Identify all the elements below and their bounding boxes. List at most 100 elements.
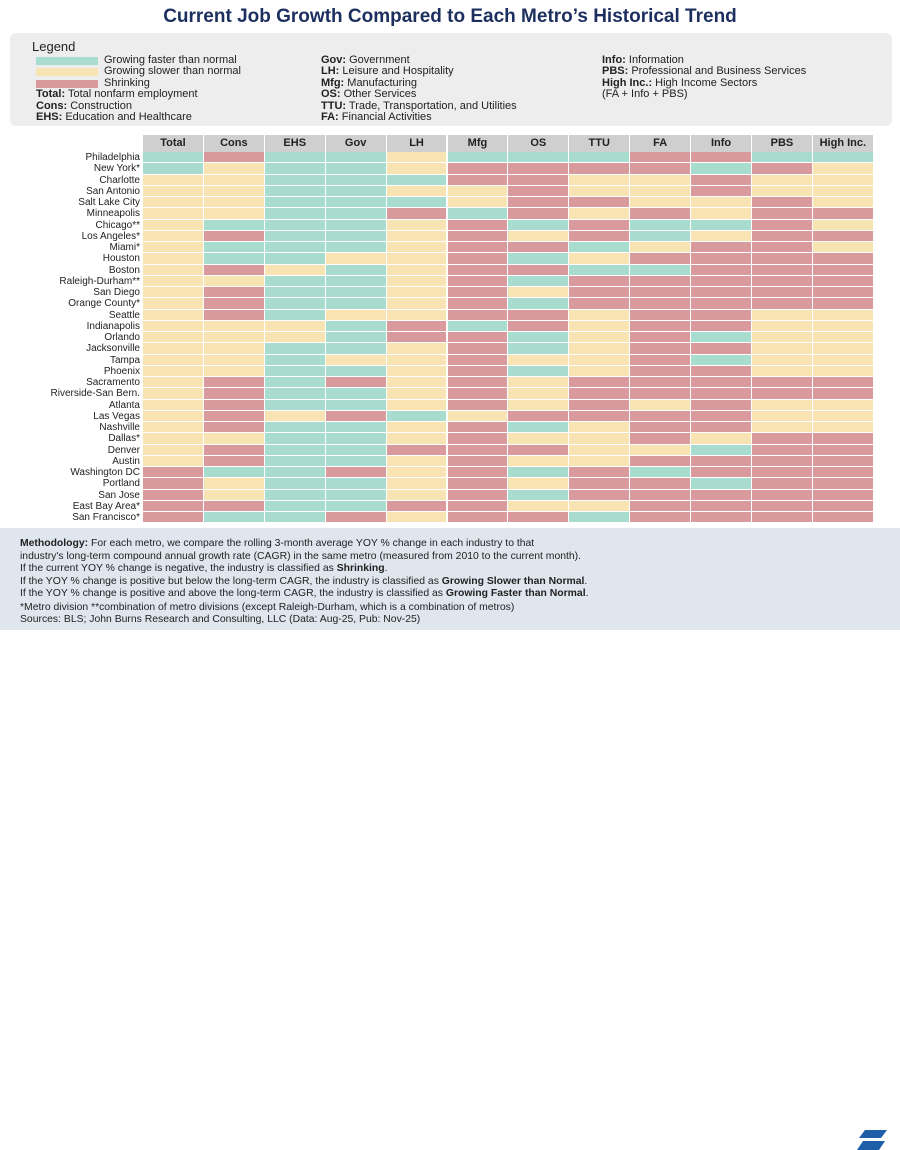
heatmap-cell xyxy=(203,512,265,524)
heatmap-cell xyxy=(752,500,813,512)
heatmap-cell xyxy=(812,512,874,524)
abbreviation-term: PBS: xyxy=(602,65,629,78)
column-header: OS xyxy=(508,135,570,152)
heatmap-cell xyxy=(630,365,692,377)
heatmap-cell xyxy=(812,152,874,164)
heatmap-cell xyxy=(143,163,204,175)
row-label: New York* xyxy=(93,163,140,175)
heatmap-cell xyxy=(630,275,692,287)
heatmap-cell xyxy=(630,332,692,344)
heatmap-cell xyxy=(508,298,570,310)
heatmap-cell xyxy=(143,309,204,321)
heatmap-cell xyxy=(691,253,752,265)
heatmap-cell xyxy=(630,298,692,310)
heatmap-cell xyxy=(569,377,631,389)
chart-title: Current Job Growth Compared to Each Metr… xyxy=(163,6,737,27)
heatmap-cell xyxy=(203,298,265,310)
company-logo-icon xyxy=(857,1130,887,1150)
heatmap-cell xyxy=(264,275,326,287)
legend-label: Growing faster than normal xyxy=(104,54,237,66)
heatmap-cell xyxy=(508,287,570,299)
column-header: Mfg xyxy=(447,135,509,152)
heatmap-cell xyxy=(203,253,265,265)
heatmap-cell xyxy=(264,399,326,411)
heatmap-cell xyxy=(447,332,509,344)
heatmap-cell xyxy=(691,500,752,512)
column-header: Gov xyxy=(325,135,387,152)
row-label: Las Vegas xyxy=(93,410,140,422)
row-label: East Bay Area* xyxy=(72,500,140,512)
heatmap-cell xyxy=(325,298,387,310)
heatmap-cell xyxy=(752,489,813,501)
column-header: EHS xyxy=(264,135,326,152)
metro-footnote: *Metro division **combination of metro d… xyxy=(20,602,515,613)
heatmap-cell xyxy=(508,332,570,344)
heatmap-cell xyxy=(630,377,692,389)
heatmap-cell xyxy=(630,399,692,411)
heatmap-cell xyxy=(752,242,813,254)
legend-abbreviation: EHS: Education and Healthcare xyxy=(36,111,241,123)
row-label: Houston xyxy=(102,253,140,265)
heatmap-cell xyxy=(264,500,326,512)
column-header: LH xyxy=(386,135,448,152)
abbreviation-term: Info: xyxy=(602,54,626,66)
legend-abbreviation: High Inc.: High Income Sectors xyxy=(602,77,806,89)
heatmap-cell xyxy=(508,343,570,355)
heatmap-cell xyxy=(325,377,387,389)
heatmap-cell xyxy=(812,500,874,512)
column-header: Total xyxy=(143,135,204,152)
heatmap-cell xyxy=(691,287,752,299)
heatmap-cell xyxy=(447,185,509,197)
heatmap-cell xyxy=(447,275,509,287)
heatmap-cell xyxy=(812,388,874,400)
heatmap-cell xyxy=(447,455,509,467)
heatmap-cell xyxy=(264,455,326,467)
heatmap-cell xyxy=(143,512,204,524)
heatmap-cell xyxy=(386,219,448,231)
heatmap-cell xyxy=(691,230,752,242)
abbreviation-definition: Leisure and Hospitality xyxy=(339,65,454,78)
legend-item-slower: Growing slower than normal xyxy=(36,65,241,77)
heatmap-cell xyxy=(630,354,692,366)
heatmap-cell xyxy=(386,298,448,310)
heatmap-cell xyxy=(386,275,448,287)
heatmap-cell xyxy=(691,320,752,332)
heatmap-cell xyxy=(203,320,265,332)
heatmap-cell xyxy=(508,208,570,220)
row-label: Orlando xyxy=(104,332,140,343)
heatmap-cell xyxy=(143,320,204,332)
row-label: Atlanta xyxy=(108,399,140,411)
heatmap-cell xyxy=(386,208,448,220)
heatmap-cell xyxy=(447,298,509,310)
heatmap-cell xyxy=(508,253,570,265)
heatmap-cell xyxy=(325,219,387,231)
heatmap-cell xyxy=(386,478,448,490)
heatmap-cell xyxy=(691,242,752,254)
abbreviation-definition: Other Services xyxy=(340,88,417,101)
abbreviation-definition: Trade, Transportation, and Utilities xyxy=(346,99,517,112)
heatmap-cell xyxy=(630,219,692,231)
heatmap-cell xyxy=(447,174,509,186)
heatmap-cell xyxy=(325,354,387,366)
heatmap-cell xyxy=(203,152,265,164)
heatmap-cell xyxy=(569,399,631,411)
heatmap-cell xyxy=(752,377,813,389)
heatmap-cell xyxy=(569,354,631,366)
heatmap-cell xyxy=(143,152,204,164)
heatmap-cell xyxy=(691,298,752,310)
heatmap-cell xyxy=(264,410,326,422)
heatmap-cell xyxy=(508,489,570,501)
heatmap-cell xyxy=(812,365,874,377)
row-label: Charlotte xyxy=(99,174,140,186)
heatmap-cell xyxy=(630,478,692,490)
heatmap-cell xyxy=(691,388,752,400)
heatmap-cell xyxy=(143,343,204,355)
row-label: Portland xyxy=(102,478,140,490)
heatmap-cell xyxy=(752,230,813,242)
heatmap-cell xyxy=(325,444,387,456)
heatmap-cell xyxy=(203,275,265,287)
heatmap-cell xyxy=(752,208,813,220)
heatmap-cell xyxy=(203,309,265,321)
heatmap-cell xyxy=(386,377,448,389)
heatmap-cell xyxy=(325,275,387,287)
